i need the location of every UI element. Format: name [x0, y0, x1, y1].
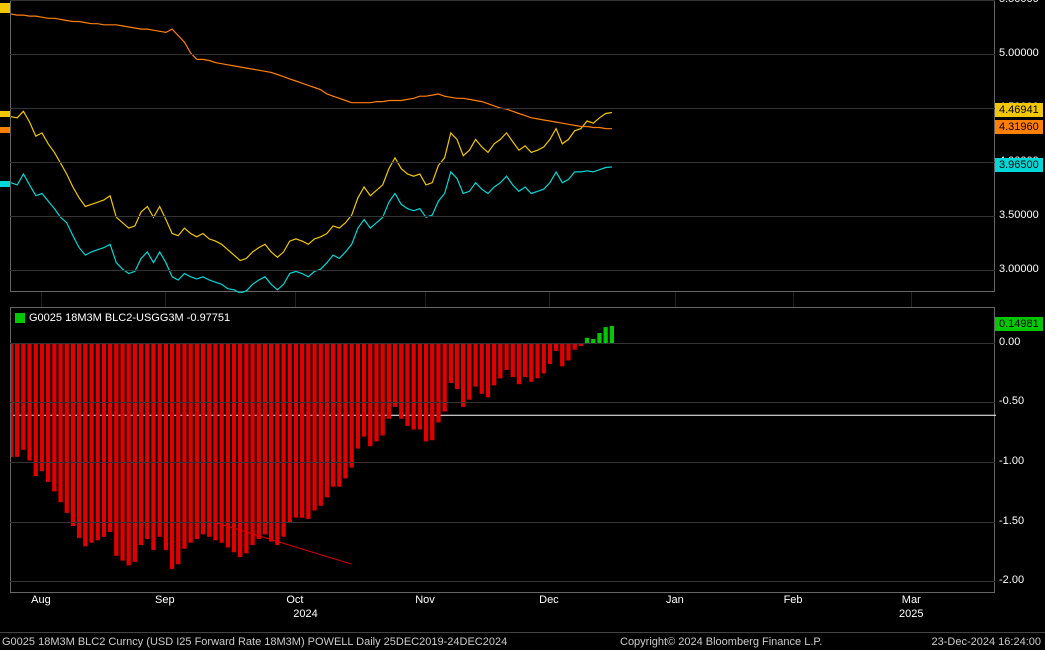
upper-line-chart: [11, 1, 996, 293]
footer-bar: G0025 18M3M BLC2 Curncy (USD I25 Forward…: [0, 632, 1045, 650]
lower-chart-panel[interactable]: [10, 307, 995, 593]
upper-chart-panel[interactable]: [10, 0, 995, 292]
lower-legend-text: G0025 18M3M BLC2-USGG3M -0.97751: [29, 312, 230, 324]
footer-timestamp: 23-Dec-2024 16:24:00: [932, 636, 1041, 648]
footer-left-text: G0025 18M3M BLC2 Curncy (USD I25 Forward…: [2, 636, 507, 648]
footer-copyright: Copyright© 2024 Bloomberg Finance L.P.: [620, 636, 822, 648]
lower-legend: G0025 18M3M BLC2-USGG3M -0.97751: [15, 312, 230, 324]
lower-bar-chart: [11, 308, 996, 594]
lower-legend-swatch: [15, 313, 25, 323]
x-axis: AugSepOctNovDecJanFebMar20242025: [10, 594, 995, 624]
